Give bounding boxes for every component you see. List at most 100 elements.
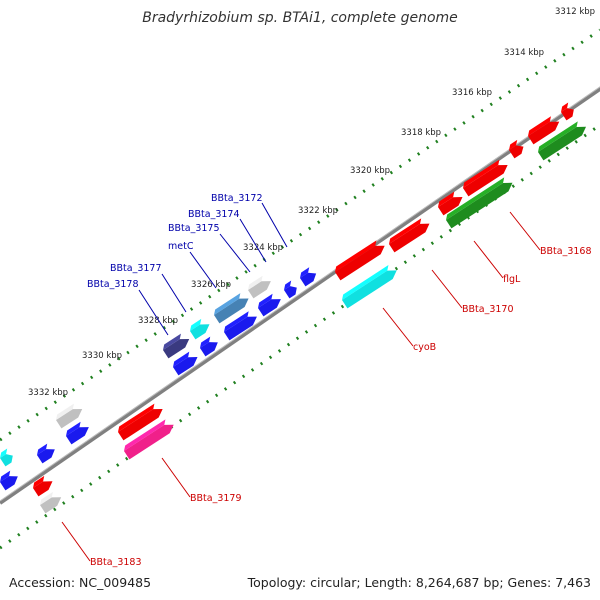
gene-bevel <box>56 403 74 420</box>
gene-body <box>37 449 55 464</box>
gene-body <box>463 164 508 197</box>
gene-feature[interactable] <box>212 291 251 324</box>
gene-label[interactable]: BBta_3183 <box>90 557 142 568</box>
gene-feature[interactable] <box>444 175 515 229</box>
gene-body <box>66 427 89 445</box>
gene-body <box>438 197 463 216</box>
gene-feature[interactable] <box>559 102 577 121</box>
gene-label[interactable]: BBta_3178 <box>87 279 139 290</box>
gene-body <box>389 223 430 253</box>
gene-body <box>300 272 317 287</box>
gene-bevel <box>509 139 518 150</box>
gene-body <box>224 316 257 341</box>
gene-feature[interactable] <box>64 420 92 445</box>
gene-bevel <box>40 491 53 505</box>
gene-bevel <box>124 419 166 451</box>
gene-body <box>248 281 271 299</box>
genome-backbone <box>0 86 600 505</box>
scale-label: 3332 kbp <box>28 388 68 398</box>
gene-label[interactable]: cyoB <box>413 342 436 353</box>
gene-feature[interactable] <box>222 309 260 341</box>
gene-body <box>446 182 513 229</box>
gene-feature[interactable] <box>198 335 221 357</box>
scale-label: 3316 kbp <box>452 88 492 98</box>
leader-line <box>189 251 217 289</box>
gene-feature[interactable] <box>436 189 465 216</box>
genome-summary: Topology: circular; Length: 8,264,687 bp… <box>247 575 591 590</box>
scale-label: 3330 kbp <box>82 351 122 361</box>
gene-feature[interactable] <box>116 401 166 441</box>
accession-label: Accession: NC_009485 <box>9 575 152 590</box>
gene-bevel <box>342 265 389 300</box>
gene-feature[interactable] <box>171 349 200 376</box>
gene-feature[interactable] <box>0 448 16 467</box>
gene-body <box>33 481 53 497</box>
gene-feature[interactable] <box>161 331 192 359</box>
gene-body <box>509 145 524 159</box>
gene-bevel <box>173 351 190 367</box>
gene-feature[interactable] <box>256 292 284 317</box>
gene-feature[interactable] <box>298 266 319 287</box>
gene-label[interactable]: BBta_3174 <box>188 209 240 220</box>
gene-feature[interactable] <box>35 442 58 464</box>
leader-line <box>61 521 91 562</box>
scale-label: 3320 kbp <box>350 166 390 176</box>
gene-body <box>561 108 574 121</box>
gene-label[interactable]: BBta_3170 <box>462 304 514 315</box>
gene-feature[interactable] <box>461 157 511 197</box>
gene-label[interactable]: BBta_3177 <box>110 263 162 274</box>
gene-feature[interactable] <box>246 274 274 299</box>
scale-labels: 3312 kbp 3314 kbp 3316 kbp 3318 kbp 3320 kbp… <box>28 7 595 398</box>
gene-feature[interactable] <box>507 139 526 159</box>
gene-feature[interactable] <box>188 317 212 340</box>
gene-label[interactable]: metC <box>168 241 194 252</box>
gene-feature[interactable] <box>340 263 400 309</box>
gene-body <box>538 126 587 161</box>
gene-features <box>0 102 589 514</box>
gene-label[interactable]: BBta_3179 <box>190 493 242 504</box>
gene-bevel <box>528 116 551 136</box>
gene-bevel <box>214 293 241 315</box>
gene-body <box>190 324 210 340</box>
gene-body <box>124 424 174 460</box>
gene-bevel <box>446 177 505 220</box>
gene-label[interactable]: flgL <box>503 274 521 285</box>
gene-bevel <box>284 280 292 290</box>
gene-bevel <box>248 275 263 290</box>
gene-body <box>528 121 560 145</box>
gene-feature[interactable] <box>38 490 64 514</box>
gene-bevel <box>258 293 273 308</box>
scale-label: 3314 kbp <box>504 48 544 58</box>
gene-feature[interactable] <box>0 469 21 491</box>
gene-label[interactable]: BBta_3168 <box>540 246 592 257</box>
map-title: Bradyrhizobium sp. BTAi1, complete genom… <box>142 10 458 26</box>
leader-lines <box>61 202 541 562</box>
outer-scale-dots <box>0 28 600 442</box>
gene-feature[interactable] <box>526 114 562 145</box>
gene-bevel <box>561 102 569 112</box>
gene-feature[interactable] <box>333 238 388 281</box>
gene-bevel <box>190 318 202 331</box>
gene-feature[interactable] <box>387 216 432 253</box>
gene-body <box>173 357 198 376</box>
gene-bevel <box>200 336 211 348</box>
gene-feature[interactable] <box>282 280 300 299</box>
gene-label[interactable]: BBta_3172 <box>211 193 263 204</box>
gene-body <box>163 338 190 359</box>
gene-feature[interactable] <box>31 474 55 497</box>
gene-bevel <box>33 475 45 488</box>
scale-label: 3326 kbp <box>191 280 231 290</box>
gene-bevel <box>463 159 500 188</box>
leader-line <box>509 211 541 251</box>
gene-feature[interactable] <box>536 119 589 161</box>
gene-feature[interactable] <box>54 401 85 429</box>
gene-body <box>342 270 397 309</box>
leader-line <box>239 218 267 263</box>
gene-bevel <box>538 121 578 152</box>
gene-label[interactable]: BBta_3175 <box>168 223 220 234</box>
gene-feature[interactable] <box>122 417 177 460</box>
scale-label: 3318 kbp <box>401 128 441 138</box>
inner-scale-dots <box>0 123 600 550</box>
genome-backbone-highlight <box>0 86 600 502</box>
